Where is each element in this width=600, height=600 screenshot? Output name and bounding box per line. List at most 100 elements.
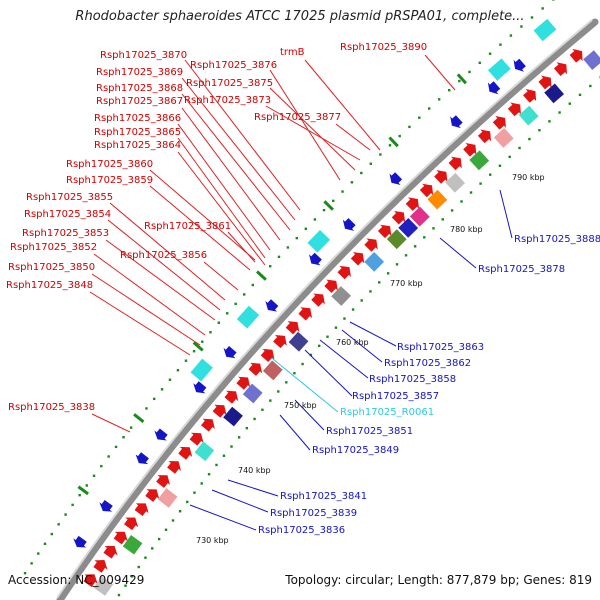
gc-dot — [253, 417, 256, 421]
cog-block — [242, 383, 263, 404]
leader-line — [294, 399, 325, 431]
gc-dot — [230, 445, 233, 448]
gc-dot — [478, 61, 481, 65]
gc-dot — [398, 134, 401, 138]
cog-block — [518, 105, 539, 126]
gc-dot — [201, 340, 204, 343]
forward-gene-arrow — [364, 238, 378, 252]
gc-dot — [129, 426, 133, 429]
leader-line — [279, 414, 311, 451]
gc-dot — [379, 153, 382, 156]
gc-dot — [268, 265, 272, 268]
gene-label[interactable]: Rsph17025_3851 — [326, 426, 413, 437]
gene-label[interactable]: Rsph17025_3870 — [100, 50, 187, 61]
gene-label[interactable]: Rsph17025_3876 — [190, 60, 277, 71]
gene-label[interactable]: Rsph17025_3875 — [186, 78, 273, 89]
gene-label[interactable]: Rsph17025_3861 — [144, 221, 231, 232]
tick-label-740: 740 kbp — [238, 466, 271, 475]
gene-label[interactable]: Rsph17025_3865 — [94, 127, 181, 138]
gene-label[interactable]: Rsph17025_3863 — [397, 342, 484, 353]
gene-label[interactable]: Rsph17025_3848 — [6, 280, 93, 291]
forward-gene-arrow — [83, 574, 98, 587]
kbp-tick — [256, 270, 267, 281]
gc-dot — [530, 16, 534, 19]
leader-line — [91, 413, 131, 433]
gc-dot — [151, 547, 154, 550]
gene-label[interactable]: Rsph17025_3877 — [254, 112, 341, 123]
gc-dot — [43, 542, 47, 546]
gene-label[interactable]: Rsph17025_3890 — [340, 42, 427, 53]
rna-label[interactable]: Rsph17025_R0061 — [340, 407, 434, 418]
forward-gene-arrow — [93, 560, 108, 573]
gene-label[interactable]: Rsph17025_3852 — [10, 242, 97, 253]
gene-label[interactable]: Rsph17025_3836 — [258, 525, 345, 536]
gene-label[interactable]: Rsph17025_3888 — [514, 234, 600, 245]
forward-gene-arrow — [448, 156, 462, 171]
gc-dot — [378, 281, 381, 284]
forward-gene-arrow — [463, 143, 477, 157]
forward-gene-arrow — [492, 115, 506, 130]
gene-label[interactable]: Rsph17025_3841 — [280, 491, 367, 502]
gene-label[interactable]: Rsph17025_3864 — [94, 140, 181, 151]
gc-dot — [343, 317, 346, 320]
gc-dot — [432, 227, 435, 230]
gc-dot — [548, 120, 551, 123]
tick-label-760: 760 kbp — [336, 338, 369, 347]
gene-label[interactable]: trmB — [280, 47, 305, 58]
gene-label[interactable]: Rsph17025_3854 — [24, 209, 111, 220]
gc-dot — [226, 312, 229, 315]
gc-dot — [277, 255, 281, 259]
gene-label[interactable]: Rsph17025_3862 — [384, 358, 471, 369]
gene-label[interactable]: Rsph17025_3855 — [26, 192, 113, 203]
gene-label[interactable]: Rsph17025_3853 — [22, 228, 109, 239]
forward-gene-arrow — [156, 475, 171, 488]
leader-line — [181, 93, 291, 231]
accession-text: Accession: NC_009429 — [8, 573, 145, 587]
gc-dot — [64, 513, 67, 516]
gene-label[interactable]: Rsph17025_3869 — [96, 67, 183, 78]
forward-gene-arrow — [324, 279, 338, 293]
gene-label[interactable]: Rsph17025_3868 — [96, 83, 183, 94]
gc-dot — [334, 326, 338, 329]
gc-dot — [107, 455, 110, 458]
gene-label[interactable]: Rsph17025_3873 — [184, 95, 271, 106]
gene-label[interactable]: Rsph17025_3857 — [352, 391, 439, 402]
gene-label[interactable]: Rsph17025_3866 — [94, 113, 181, 124]
gc-dot — [171, 519, 175, 522]
gene-label[interactable]: Rsph17025_3850 — [8, 262, 95, 273]
gene-label[interactable]: Rsph17025_3867 — [96, 96, 183, 107]
leader-line — [304, 59, 381, 151]
gc-dot — [122, 436, 125, 439]
gene-label[interactable]: Rsph17025_3856 — [120, 250, 207, 261]
gc-dot — [350, 181, 354, 184]
gene-label[interactable]: Rsph17025_3838 — [8, 402, 95, 413]
gc-dot — [369, 162, 373, 165]
gene-label[interactable]: Rsph17025_3878 — [478, 264, 565, 275]
gene-label[interactable]: Rsph17025_3839 — [270, 508, 357, 519]
gene-label[interactable]: Rsph17025_3860 — [66, 159, 153, 170]
forward-gene-arrow — [103, 545, 118, 559]
cog-block — [409, 206, 430, 227]
gc-dot — [488, 52, 492, 55]
gc-dot — [193, 491, 196, 494]
gc-dot — [479, 182, 482, 185]
gc-skew-track — [23, 0, 600, 597]
gc-dot — [37, 552, 40, 555]
gc-dot — [176, 369, 180, 372]
forward-gene-arrow — [212, 404, 227, 418]
kbp-tick — [133, 413, 145, 423]
gene-label[interactable]: Rsph17025_3859 — [66, 175, 153, 186]
gc-dot — [448, 89, 451, 92]
gc-dot — [360, 171, 363, 175]
gc-dot — [261, 408, 264, 411]
gene-label[interactable]: Rsph17025_3849 — [312, 445, 399, 456]
forward-gene-arrow — [178, 446, 193, 460]
kbp-tick — [388, 136, 399, 148]
gene-label[interactable]: Rsph17025_3858 — [369, 374, 456, 385]
gc-dot — [23, 571, 27, 575]
forward-gene-arrow — [298, 307, 313, 321]
gc-dot — [295, 236, 299, 240]
gc-dot — [309, 353, 313, 357]
forward-gene-arrow — [377, 224, 392, 239]
leader-line — [149, 169, 256, 261]
